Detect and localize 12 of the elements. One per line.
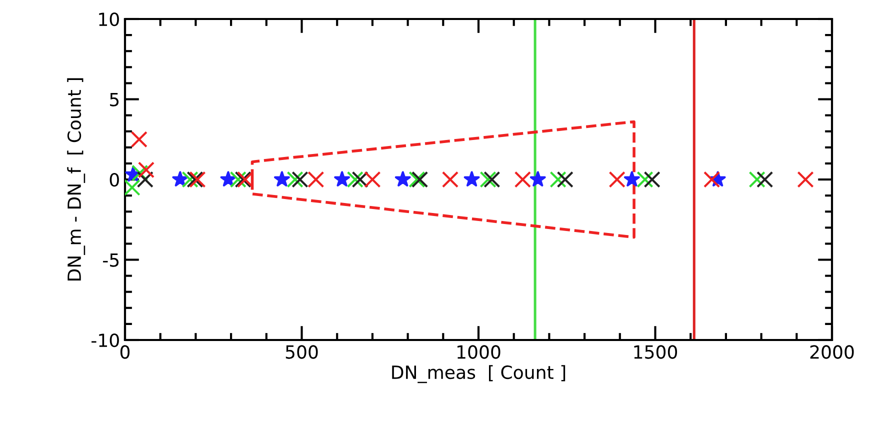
y-tick-label: 10: [99, 12, 119, 26]
y-tick-label: -5: [103, 253, 119, 267]
x-tick-label: 2000: [810, 345, 854, 359]
y-tick-label: 0: [110, 172, 119, 187]
y-axis-title: DN_m - DN_f [ Count ]: [67, 78, 86, 280]
y-tick-label: -10: [92, 333, 119, 348]
x-tick-label: 1500: [634, 345, 678, 359]
x-axis-title: DN_meas [ Count ]: [392, 365, 566, 384]
y-tick-label: 5: [110, 92, 119, 106]
x-tick-label: 500: [286, 345, 318, 359]
x-tick-label: 1000: [458, 345, 500, 359]
x-tick-label: 0: [120, 345, 130, 359]
